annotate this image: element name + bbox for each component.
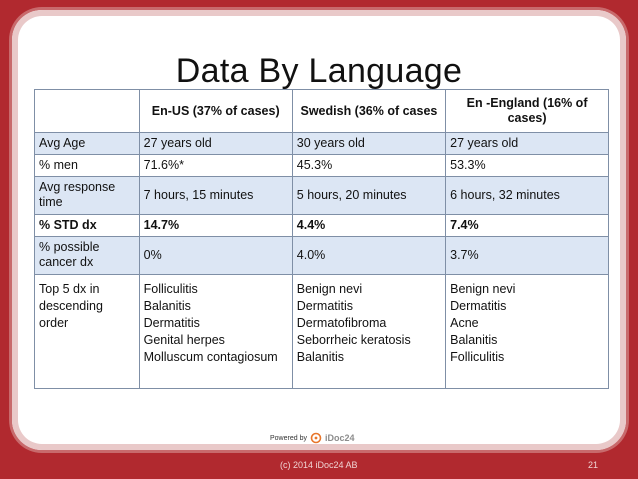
list-item: Genital herpes bbox=[143, 333, 225, 347]
row-label: Top 5 dx in descending order bbox=[34, 274, 140, 389]
table-cell: 7.4% bbox=[445, 214, 609, 237]
header-cell-en-us: En-US (37% of cases) bbox=[138, 89, 293, 133]
table-cell: 27 years old bbox=[445, 132, 609, 155]
row-label: % men bbox=[34, 154, 140, 177]
brand-name: iDoc24 bbox=[324, 433, 355, 443]
table-cell: 14.7% bbox=[138, 214, 293, 237]
list-item: Dermatitis bbox=[296, 299, 354, 313]
header-cell-en-england: En -England (16% of cases) bbox=[445, 89, 609, 133]
list-item: Balanitis bbox=[143, 299, 191, 313]
row-label: Avg response time bbox=[34, 176, 140, 215]
table-cell: Benign nevi Dermatitis Acne Balanitis Fo… bbox=[445, 274, 609, 389]
list-item: Dermatitis bbox=[143, 316, 200, 330]
list-item: Balanitis bbox=[450, 333, 498, 347]
table-cell: 5 hours, 20 minutes bbox=[291, 176, 447, 215]
table-header-row: En-US (37% of cases) Swedish (36% of cas… bbox=[34, 89, 609, 133]
header-cell-empty bbox=[34, 89, 140, 133]
table-row: Top 5 dx in descending order Folliculiti… bbox=[34, 274, 609, 389]
table-cell: 3.7% bbox=[445, 236, 609, 275]
list-item: Folliculitis bbox=[450, 350, 505, 364]
data-table: En-US (37% of cases) Swedish (36% of cas… bbox=[34, 89, 609, 389]
row-label: Avg Age bbox=[34, 132, 140, 155]
powered-by: Powered by iDoc24 bbox=[270, 432, 354, 444]
list-item: Dermatofibroma bbox=[296, 316, 387, 330]
table-row: % men 71.6%* 45.3% 53.3% bbox=[34, 154, 609, 177]
slide-number: 21 bbox=[588, 460, 599, 470]
list-item: Balanitis bbox=[296, 350, 345, 364]
table-cell: 53.3% bbox=[445, 154, 609, 177]
header-cell-swedish: Swedish (36% of cases bbox=[291, 89, 447, 133]
table-row: Avg response time 7 hours, 15 minutes 5 … bbox=[34, 176, 609, 215]
slide-title: Data By Language bbox=[175, 52, 463, 90]
table-cell: 45.3% bbox=[291, 154, 447, 177]
list-item: Acne bbox=[450, 316, 479, 330]
copyright-text: (c) 2014 iDoc24 AB bbox=[280, 460, 358, 470]
row-label: % STD dx bbox=[34, 214, 140, 237]
table-cell: 30 years old bbox=[291, 132, 447, 155]
table-row: Avg Age 27 years old 30 years old 27 yea… bbox=[34, 132, 609, 155]
table-cell: 71.6%* bbox=[138, 154, 293, 177]
table-cell: 27 years old bbox=[138, 132, 293, 155]
row-label: % possible cancer dx bbox=[34, 236, 140, 275]
idoc24-logo-icon bbox=[310, 432, 322, 444]
powered-by-label: Powered by bbox=[270, 434, 307, 442]
table-cell: Benign nevi Dermatitis Dermatofibroma Se… bbox=[291, 274, 447, 389]
list-item: Benign nevi bbox=[450, 282, 516, 296]
table-row: % STD dx 14.7% 4.4% 7.4% bbox=[34, 214, 609, 237]
table-cell: Folliculitis Balanitis Dermatitis Genita… bbox=[138, 274, 293, 389]
list-item: Folliculitis bbox=[143, 282, 198, 296]
table-cell: 4.4% bbox=[291, 214, 447, 237]
list-item: Benign nevi bbox=[296, 282, 363, 296]
list-item: Seborrheic keratosis bbox=[296, 333, 411, 347]
list-item: Molluscum contagiosum bbox=[143, 350, 278, 364]
table-cell: 0% bbox=[138, 236, 293, 275]
list-item: Dermatitis bbox=[450, 299, 507, 313]
table-row: % possible cancer dx 0% 4.0% 3.7% bbox=[34, 236, 609, 275]
table-cell: 4.0% bbox=[291, 236, 447, 275]
table-cell: 7 hours, 15 minutes bbox=[138, 176, 293, 215]
table-cell: 6 hours, 32 minutes bbox=[445, 176, 609, 215]
